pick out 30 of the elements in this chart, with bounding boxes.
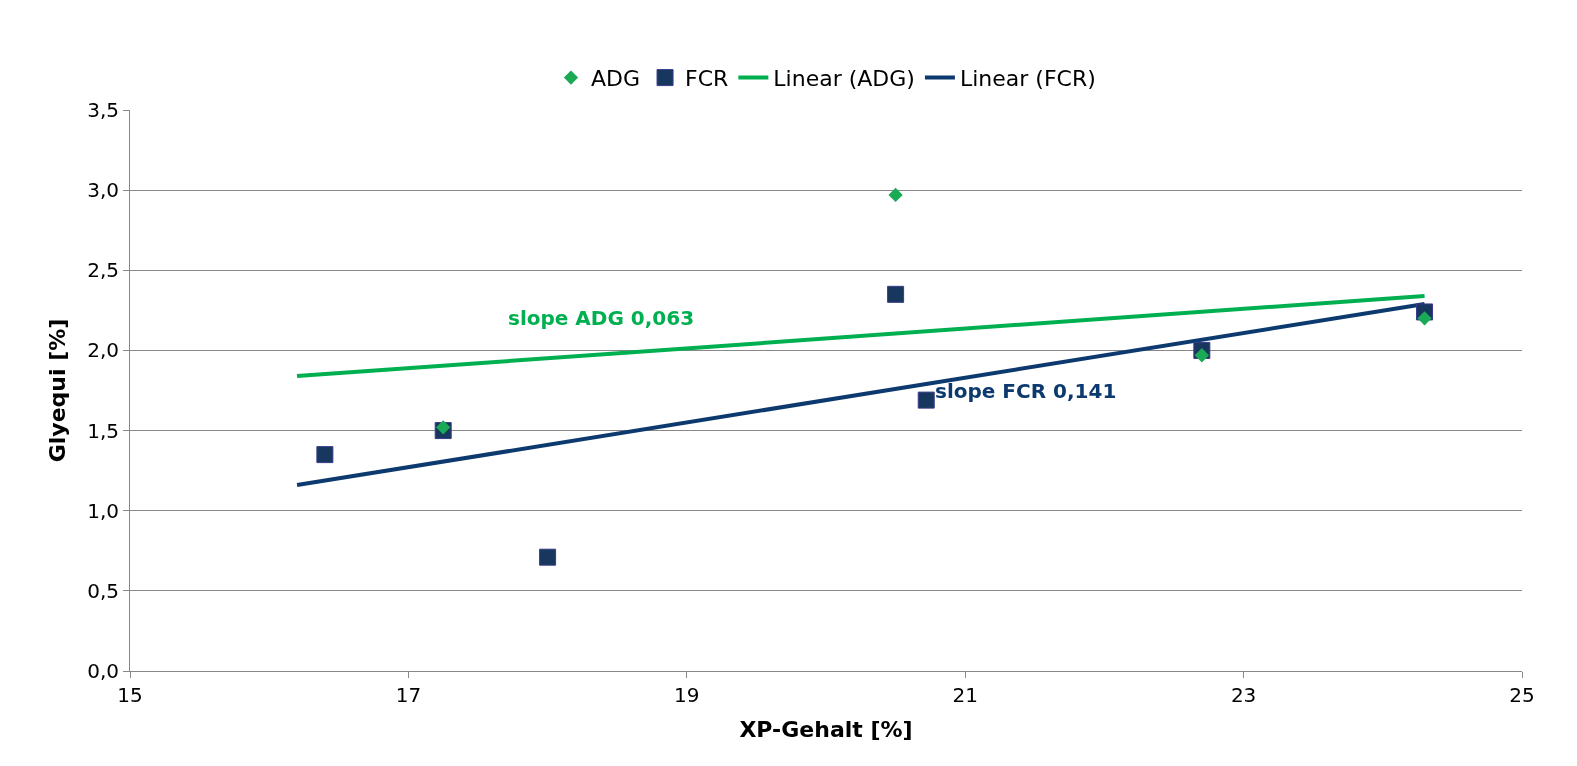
y-tick-label: 1,5 xyxy=(87,418,119,443)
legend-label: ADG xyxy=(591,66,641,92)
point xyxy=(1194,348,1209,363)
point xyxy=(539,548,557,566)
point xyxy=(436,420,451,435)
point xyxy=(316,446,334,464)
annotation: slope FCR 0,141 xyxy=(935,379,1117,403)
y-tick-label: 3,5 xyxy=(87,98,119,122)
x-axis-title: XP-Gehalt [%] xyxy=(739,716,913,742)
annotation: slope ADG 0,063 xyxy=(508,306,695,330)
x-tick-label: 17 xyxy=(395,683,422,707)
point xyxy=(887,285,905,303)
point xyxy=(917,391,935,409)
y-tick-label: 2,5 xyxy=(87,258,119,283)
point xyxy=(1417,311,1432,326)
legend-label: Linear (FCR) xyxy=(959,66,1096,92)
y-axis-title: Glyequi [%] xyxy=(44,318,70,463)
x-tick-label: 21 xyxy=(952,683,978,707)
y-tick-label: 0,0 xyxy=(87,659,119,683)
x-tick-label: 19 xyxy=(674,683,700,707)
x-tick-label: 15 xyxy=(117,683,143,707)
x-tick-label: 23 xyxy=(1230,683,1257,707)
legend-label: Linear (ADG) xyxy=(773,66,915,92)
y-tick-label: 0,5 xyxy=(87,578,119,603)
y-tick-label: 1,0 xyxy=(87,498,119,523)
legend-label: FCR xyxy=(685,66,729,92)
y-tick-label: 2,0 xyxy=(87,338,119,363)
y-tick-label: 3,0 xyxy=(87,178,119,203)
point xyxy=(888,187,903,203)
x-tick-label: 25 xyxy=(1509,683,1535,707)
